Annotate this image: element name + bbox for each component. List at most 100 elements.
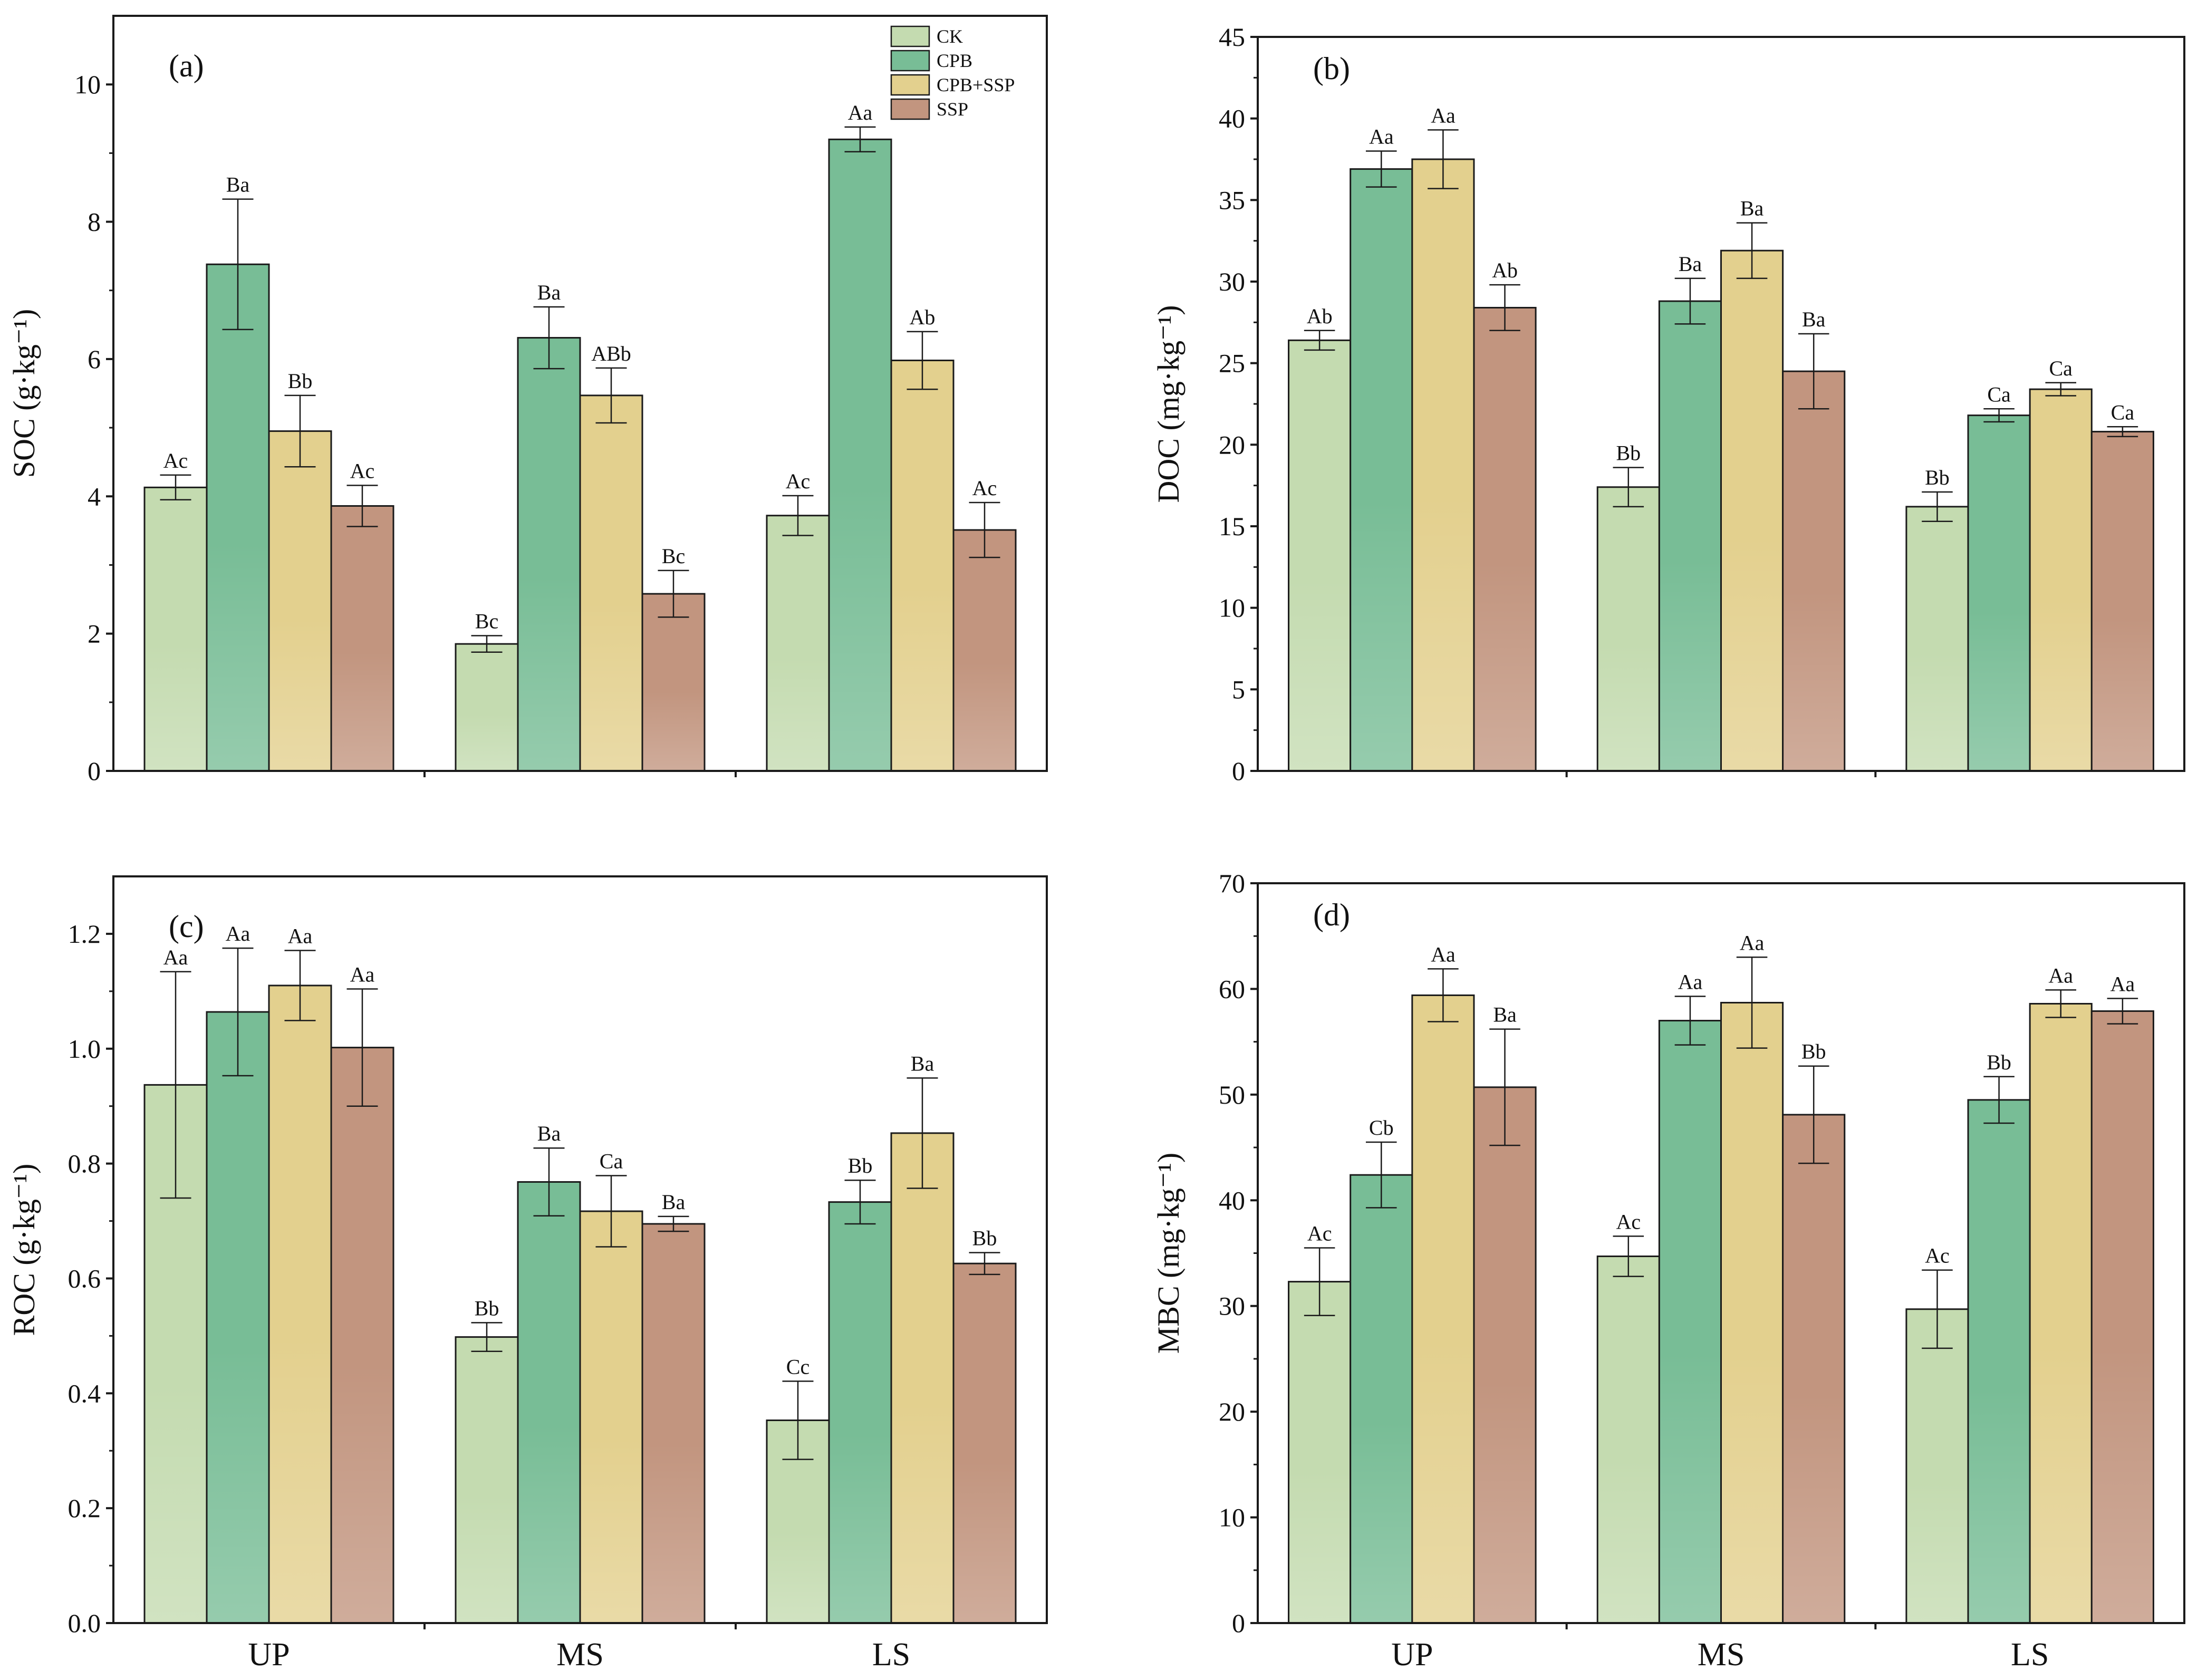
- bar-shade: [269, 985, 331, 1623]
- bar-shade: [145, 487, 206, 771]
- bar-shade: [1351, 169, 1412, 771]
- error-bar: [1922, 1269, 1953, 1349]
- y-axis: 0 5 10 15 20 25 30 35 40 45: [1219, 22, 1258, 786]
- panel-a: Ac Ba Bb Ac Bc Ba ABb Bc Ac Aa Ab Ac 0 2 4 6 8 10 SOC (g·k…: [7, 15, 1048, 786]
- significance-label: Ca: [1987, 382, 2011, 406]
- error-bar: [1736, 957, 1768, 1049]
- bar-shade: [1969, 1099, 2029, 1623]
- panel-label: (c): [169, 909, 204, 944]
- error-bar: [2045, 989, 2077, 1018]
- x-category-label: UP: [248, 1637, 290, 1673]
- bar-shade: [2030, 1003, 2091, 1623]
- legend-swatch: [890, 25, 930, 47]
- error-bar: [844, 126, 876, 153]
- error-bar: [1613, 467, 1644, 508]
- significance-label: Ab: [1492, 258, 1518, 282]
- significance-label: Ca: [2049, 356, 2073, 380]
- significance-label: Aa: [226, 922, 250, 945]
- bar-shade: [767, 515, 828, 771]
- error-bar: [907, 331, 938, 390]
- y-tick-label: 45: [1219, 22, 1245, 52]
- significance-label: Bb: [1616, 441, 1641, 465]
- y-tick-label: 0.0: [68, 1608, 101, 1638]
- x-category-label: MS: [1698, 1637, 1745, 1673]
- bar-shade: [1598, 487, 1659, 771]
- bar-shade: [1907, 506, 1968, 771]
- bar-shade: [1722, 1002, 1782, 1623]
- error-bar: [1736, 222, 1768, 279]
- panel-label: (a): [169, 49, 204, 83]
- y-tick-label: 10: [74, 70, 101, 99]
- legend-label: CK: [937, 26, 963, 47]
- error-bar: [1365, 1141, 1397, 1209]
- error-bar: [471, 1322, 503, 1353]
- error-bar: [595, 1175, 627, 1248]
- error-bar: [595, 367, 627, 424]
- significance-label: Aa: [1431, 103, 1456, 127]
- error-bar: [2107, 998, 2138, 1025]
- significance-label: Cb: [1369, 1116, 1394, 1140]
- bar-shade: [332, 506, 393, 771]
- legend-label: CPB+SSP: [937, 74, 1015, 95]
- legend-label: SSP: [937, 99, 968, 120]
- significance-label: Ac: [1925, 1244, 1950, 1268]
- panel-label: (d): [1313, 897, 1350, 932]
- bar-shade: [1413, 995, 1473, 1623]
- bar-shade: [892, 1133, 953, 1623]
- bar-shade: [643, 594, 704, 771]
- bar-shade: [1289, 1281, 1350, 1623]
- bar-shade: [1784, 1114, 1844, 1623]
- error-bar: [658, 1215, 689, 1232]
- y-axis: 0 10 20 30 40 50 60 70: [1219, 868, 1258, 1638]
- significance-label: Ba: [537, 1122, 561, 1145]
- significance-label: Ba: [1679, 252, 1702, 276]
- x-category-label: MS: [556, 1637, 604, 1673]
- error-bar: [471, 635, 503, 653]
- error-bar: [969, 501, 1000, 558]
- bar-shade: [456, 1337, 517, 1623]
- error-bar: [1798, 333, 1829, 410]
- significance-label: Ba: [226, 173, 250, 197]
- significance-label: Ab: [1307, 304, 1333, 328]
- bars: Ac Ba Bb Ac Bc Ba ABb Bc Ac Aa Ab Ac: [143, 101, 1017, 772]
- x-category-label: LS: [872, 1637, 910, 1673]
- error-bar: [1674, 996, 1706, 1046]
- bar-shade: [581, 1211, 642, 1623]
- significance-label: Aa: [288, 924, 313, 948]
- significance-label: Ba: [662, 1190, 686, 1214]
- significance-label: Aa: [2048, 963, 2073, 987]
- significance-label: Bc: [475, 610, 498, 633]
- error-bar: [658, 569, 689, 618]
- significance-label: ABb: [591, 342, 631, 365]
- legend-swatch: [890, 74, 930, 96]
- y-tick-label: 10: [1219, 593, 1245, 623]
- panel-d: Ac Cb Aa Ba Ac Aa Aa Bb Ac Bb Aa Aa 0 10 20 30 40 50 60 70 U…: [1151, 868, 2185, 1673]
- y-tick-label: 50: [1219, 1080, 1245, 1109]
- bar-shade: [1598, 1256, 1659, 1623]
- plot-frame: [112, 15, 1048, 772]
- bars: Ab Aa Aa Ab Bb Ba Ba Ba Bb Ca Ca Ca: [1288, 103, 2154, 772]
- significance-label: Ab: [910, 305, 936, 329]
- significance-label: Aa: [1740, 931, 1765, 954]
- error-bar: [782, 1380, 814, 1460]
- y-axis: 0 2 4 6 8 10: [74, 70, 113, 786]
- bar-shade: [1907, 1309, 1968, 1623]
- significance-label: Aa: [2110, 972, 2135, 996]
- y-axis: 0.0 0.2 0.4 0.6 0.8 1.0 1.2: [68, 919, 113, 1638]
- y-tick-label: 10: [1219, 1503, 1245, 1532]
- y-tick-label: 70: [1219, 868, 1245, 898]
- bar-shade: [1660, 301, 1720, 771]
- bar-shade: [2030, 389, 2091, 771]
- significance-label: Ac: [163, 449, 188, 472]
- bar-shade: [1660, 1020, 1720, 1623]
- significance-label: Ba: [911, 1051, 934, 1075]
- bar-shade: [1289, 340, 1350, 771]
- bars: Aa Aa Aa Aa Bb Ba Ca Ba Cc Bb Ba Bb: [143, 922, 1017, 1624]
- bar-shade: [2092, 1011, 2153, 1623]
- y-tick-label: 15: [1219, 511, 1245, 541]
- significance-label: Aa: [1678, 970, 1703, 993]
- significance-label: Aa: [1369, 125, 1394, 149]
- error-bar: [1489, 284, 1520, 332]
- significance-label: Ac: [786, 469, 811, 493]
- significance-label: Bc: [662, 544, 685, 568]
